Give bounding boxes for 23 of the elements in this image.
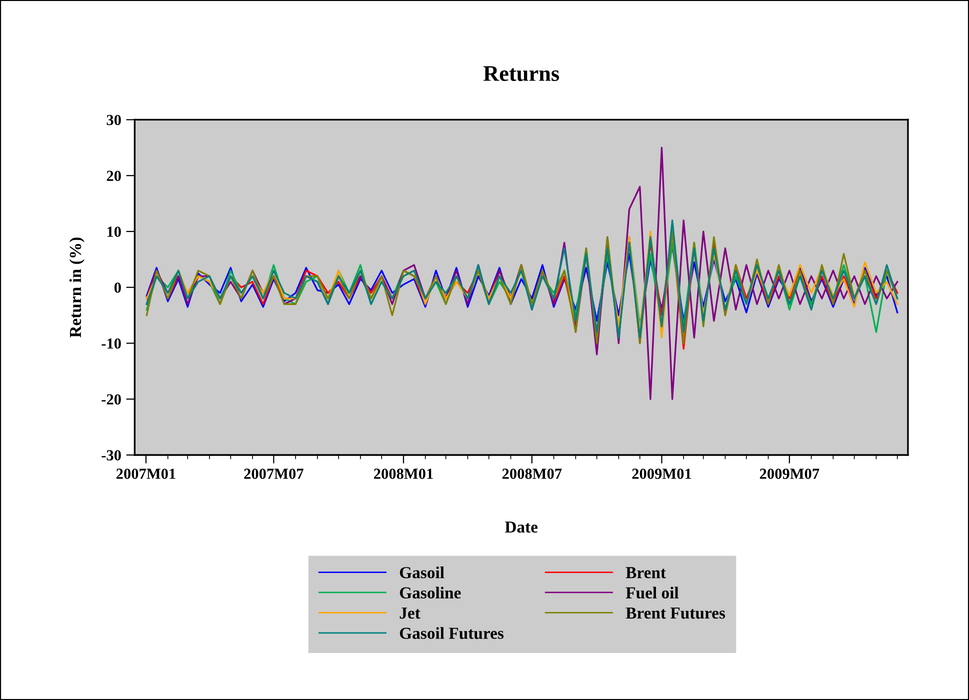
legend-label: Fuel oil: [626, 586, 679, 599]
y-tick-label: -10: [102, 338, 121, 349]
x-tick-label: 2008M07: [502, 468, 562, 479]
x-tick-label: 2007M01: [116, 468, 176, 479]
legend-label: Jet: [400, 608, 420, 619]
x-axis-title: Date: [504, 522, 538, 533]
x-tick-label: 2008M01: [374, 468, 433, 479]
x-tick-label: 2007M07: [244, 468, 304, 479]
legend-label: Brent: [626, 567, 666, 578]
x-tick-label: 2009M07: [760, 468, 820, 479]
y-axis-title: Return in (%): [69, 238, 84, 338]
y-tick-label: 10: [107, 226, 121, 237]
legend-label: Gasoil: [400, 566, 444, 578]
legend-label: Gasoil Futures: [400, 627, 504, 639]
y-tick-label: 30: [106, 114, 121, 126]
y-tick-label: 20: [106, 170, 121, 182]
legend-label: Gasoline: [400, 586, 461, 598]
chart-title: Returns: [483, 66, 560, 82]
x-tick-label: 2009M01: [632, 468, 692, 479]
y-tick-label: 0: [114, 282, 121, 293]
y-tick-label: -20: [102, 394, 121, 405]
y-tick-label: -30: [102, 450, 121, 460]
legend-label: Brent Futures: [626, 608, 726, 619]
